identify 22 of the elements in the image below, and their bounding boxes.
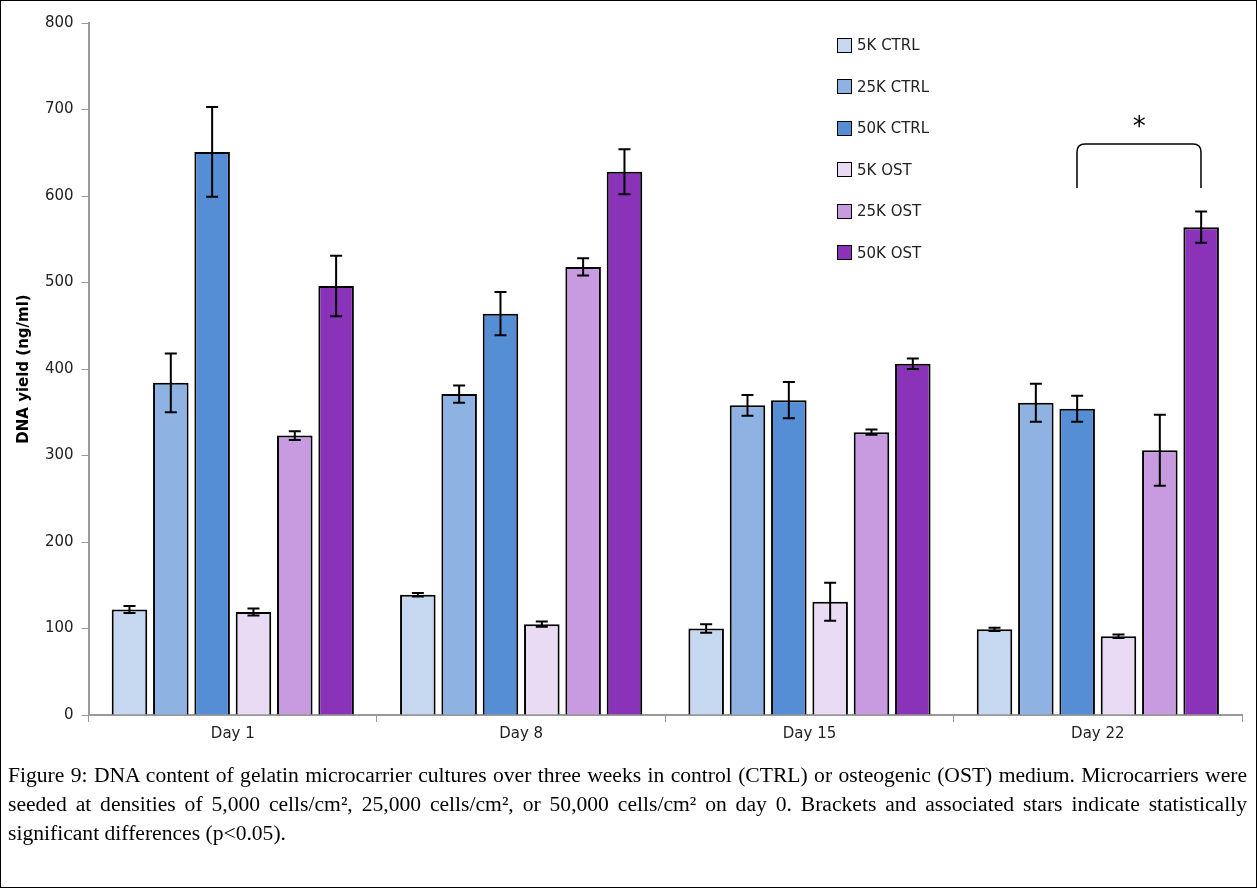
annotation: * bbox=[1132, 110, 1146, 141]
y-tick-label: 200 bbox=[44, 531, 74, 550]
legend-label: 25K OST bbox=[857, 202, 922, 220]
y-tick-label: 800 bbox=[44, 12, 74, 31]
y-tick-label: 600 bbox=[44, 185, 74, 204]
legend-label: 25K CTRL bbox=[857, 77, 930, 96]
legend-label: 50K OST bbox=[857, 243, 922, 262]
x-tick-label: Day 8 bbox=[499, 723, 544, 742]
y-tick-label: 300 bbox=[44, 445, 74, 464]
y-tick-label: 500 bbox=[44, 272, 74, 291]
legend-label: 50K CTRL bbox=[857, 119, 930, 137]
x-tick-label: Day 22 bbox=[1071, 723, 1125, 742]
x-tick-label: Day 1 bbox=[210, 723, 255, 742]
y-tick-label: 0 bbox=[64, 704, 74, 723]
caption: Figure 9: DNA content of gelatin microcarrier cultures over three weeks in control (CTRL) or osteogenic (OST) medium. Microcarriers were seeded at densities of 5,000 cells/cm², 25,000 cells/cm², or 50,000 cells/cm² on day 0. Brackets and associated stars indicate statistically significant differences (p<0.05). bbox=[8, 762, 1247, 847]
x-tick-label: Day 15 bbox=[782, 723, 837, 742]
y-tick-label: 700 bbox=[44, 99, 74, 118]
y-tick-label: 400 bbox=[44, 358, 74, 377]
legend-label: 5K CTRL bbox=[857, 36, 920, 54]
y-axis-title: DNA yield (ng/ml) bbox=[13, 294, 32, 444]
y-tick-label: 100 bbox=[44, 618, 74, 637]
legend-label: 5K OST bbox=[857, 160, 912, 179]
